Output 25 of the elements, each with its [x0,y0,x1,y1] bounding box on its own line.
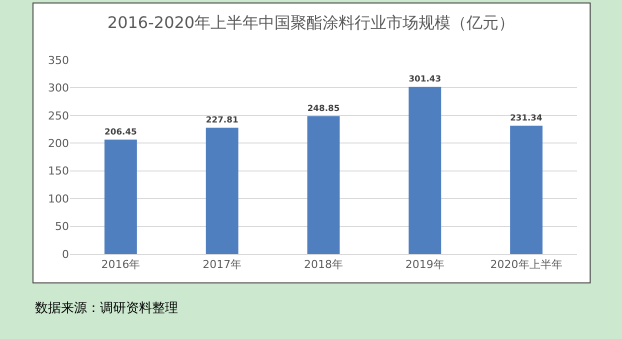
data-label: 248.85 [307,102,340,113]
x-tick-label: 2020年上半年 [490,258,562,272]
source-note: 数据来源：调研资料整理 [35,301,178,316]
data-label: 231.34 [510,112,542,122]
x-tick-label: 2019年 [405,258,444,272]
bar [408,86,442,254]
data-label: 206.45 [104,126,138,136]
x-tick-label: 2017年 [202,258,242,272]
x-tick-label: 2016年 [101,258,140,272]
bar [206,128,238,254]
data-label: 301.43 [408,74,442,84]
y-tick-label: 350 [48,54,69,67]
y-tick-label: 100 [48,192,69,206]
y-tick-label: 150 [48,164,69,178]
chart-title: 2016-2020年上半年中国聚酯涂料行业市场规模（亿元） [107,13,515,32]
x-tick-label: 2018年 [304,258,343,272]
y-tick-label: 300 [48,82,69,95]
y-tick-label: 50 [55,220,69,234]
data-label: 227.81 [206,114,238,124]
bar [104,140,137,254]
bar [510,126,543,254]
bar [307,116,340,254]
y-tick-label: 0 [62,248,69,261]
y-tick-label: 250 [48,109,69,122]
y-tick-label: 200 [48,136,69,150]
